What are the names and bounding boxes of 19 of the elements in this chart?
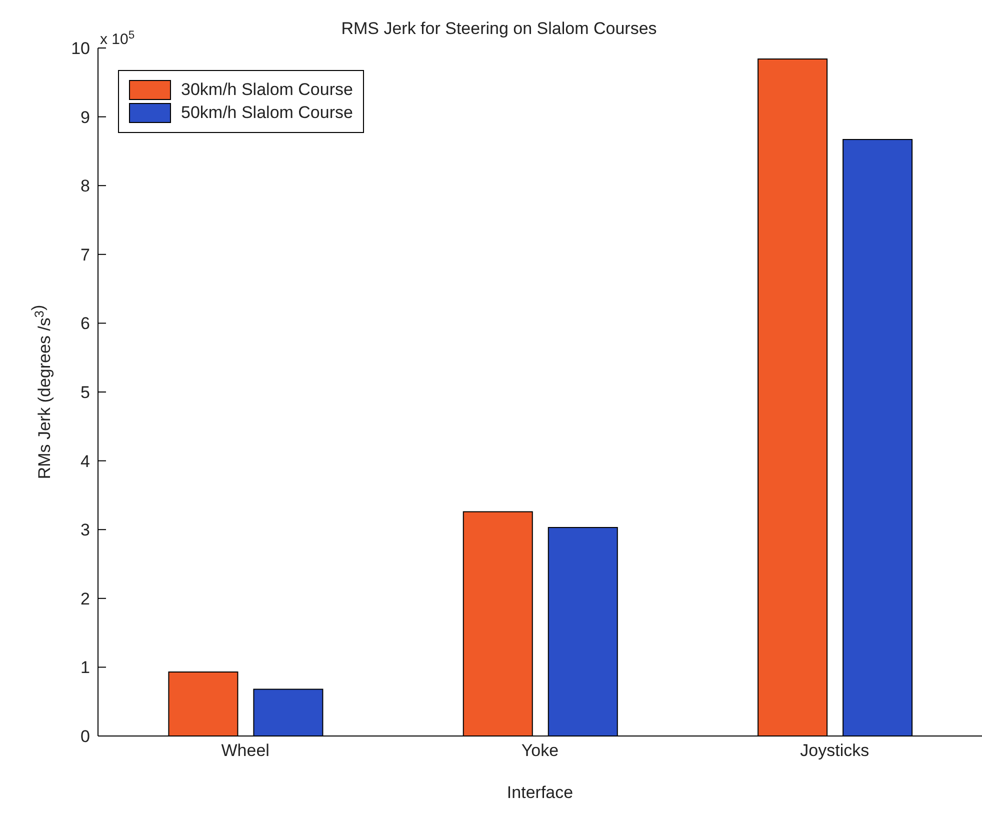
x-axis-title: Interface: [506, 783, 574, 802]
x-tick-label: Joysticks: [800, 741, 870, 760]
y-tick-label: 2: [80, 589, 90, 608]
y-tick-label: 5: [80, 383, 90, 402]
y-tick-label: 6: [80, 314, 90, 334]
y-tick-label: 4: [80, 452, 90, 471]
annotation: x 10$^{5}$: [100, 29, 135, 48]
legend-label: 50km/h Slalom Course: [181, 103, 353, 123]
y-tick-label: 7: [80, 245, 90, 264]
y-tick-label: 8: [80, 176, 90, 196]
x-tick-label: Wheel: [221, 741, 270, 760]
y-tick-label: 0: [80, 727, 90, 746]
y-tick-label: 1: [80, 658, 90, 678]
chart-title: RMS Jerk for Steering on Slalom Courses: [341, 19, 657, 38]
legend-label: 30km/h Slalom Course: [181, 80, 353, 100]
x-tick-label: Yoke: [521, 741, 559, 760]
y-tick-label: 9: [80, 108, 90, 127]
y-tick-label: 3: [80, 520, 90, 540]
y-tick-label: 10: [71, 39, 90, 58]
